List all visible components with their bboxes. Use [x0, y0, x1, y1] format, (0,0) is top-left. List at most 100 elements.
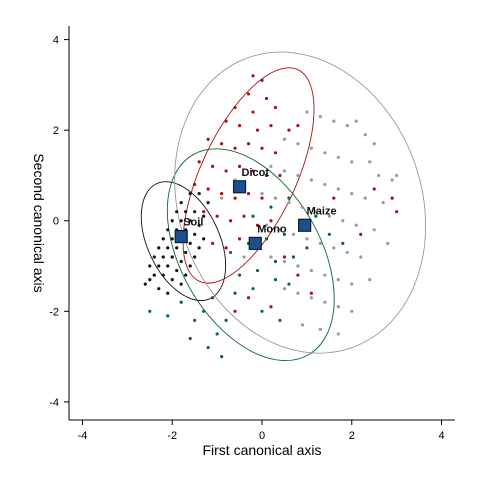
soil-point: [188, 241, 192, 245]
dicot-point: [282, 255, 287, 259]
maize-point: [300, 205, 304, 209]
dicot-point: [233, 146, 237, 150]
maize-point: [269, 255, 273, 259]
dicot-point: [260, 196, 264, 200]
soil-point: [143, 282, 147, 286]
mono-point: [206, 345, 210, 350]
mono-point: [188, 336, 192, 341]
mono-point: [193, 318, 197, 322]
dicot-point: [220, 191, 224, 196]
soil-point: [170, 219, 174, 223]
maize-point: [305, 237, 309, 241]
soil-point: [179, 259, 183, 264]
maize-point: [323, 300, 327, 304]
dicot-point: [251, 110, 255, 114]
mono-point: [202, 309, 206, 313]
dicot-point: [206, 137, 210, 141]
soil-point: [166, 246, 170, 250]
dicot-point: [332, 196, 336, 200]
maize-point: [381, 201, 385, 205]
maize-point: [264, 223, 269, 227]
soil-point: [175, 210, 179, 214]
mono-point: [314, 214, 318, 218]
dicot-point: [278, 173, 282, 178]
mono-point: [273, 278, 278, 282]
soil-point: [161, 255, 165, 259]
maize-point: [350, 282, 354, 286]
dicot-point: [269, 305, 273, 309]
dicot-point: [237, 124, 242, 128]
dicot-point: [211, 164, 215, 168]
maize-label: Maize: [307, 205, 337, 217]
maize-point: [309, 146, 313, 150]
maize-point: [309, 178, 313, 182]
dicot-point: [260, 146, 264, 150]
dicot-ellipse: [182, 67, 315, 284]
maize-point: [354, 119, 358, 123]
dicot-point: [264, 96, 269, 101]
dicot-point: [309, 291, 313, 295]
soil-point: [157, 264, 161, 268]
maize-point: [372, 142, 376, 146]
tick-marks: -4 -2 0 2 4 -4 -2 0 2 4: [49, 35, 444, 442]
mono-point: [211, 296, 215, 300]
x-axis-title: First canonical axis: [202, 442, 321, 458]
mono-point: [341, 241, 345, 245]
maize-point: [350, 160, 354, 164]
maize-point: [368, 160, 372, 164]
mono-point: [264, 237, 269, 241]
soil-point: [193, 210, 197, 214]
x-tick-label: 4: [438, 430, 444, 442]
mono-point: [278, 318, 282, 322]
x-tick-label: 0: [259, 430, 265, 442]
maize-point: [309, 296, 313, 300]
mono-point: [305, 246, 309, 250]
maize-point: [332, 119, 336, 123]
soil-point: [188, 264, 192, 268]
soil-point: [197, 191, 201, 196]
dicot-point: [224, 169, 228, 173]
dicot-point: [296, 273, 300, 277]
soil-point: [170, 237, 174, 241]
dicot-point: [202, 210, 206, 214]
mono-point: [215, 332, 219, 336]
maize-point: [345, 250, 349, 255]
dicot-point: [359, 232, 363, 236]
maize-point: [242, 255, 246, 259]
maize-point: [318, 327, 322, 332]
maize-point: [395, 173, 399, 178]
soil-point: [184, 250, 188, 255]
maize-point: [296, 173, 300, 178]
dicot-point: [228, 219, 233, 223]
soil-label: Soil: [183, 217, 203, 229]
soil-centroid-marker: [174, 229, 188, 244]
maize-point: [269, 164, 273, 168]
soil-point: [157, 246, 161, 250]
dicot-point: [246, 296, 251, 300]
maize-point: [336, 305, 340, 309]
soil-point: [166, 228, 170, 232]
dicot-point: [211, 241, 215, 245]
data-points: [143, 74, 399, 359]
soil-point: [148, 264, 152, 268]
maize-point: [282, 137, 287, 141]
soil-point: [179, 201, 183, 205]
dicot-point: [264, 173, 269, 178]
y-tick-label: -2: [49, 306, 59, 318]
soil-point: [161, 273, 165, 277]
maize-point: [282, 259, 287, 264]
dicot-point: [242, 214, 246, 218]
maize-point: [300, 323, 304, 327]
soil-point: [193, 255, 197, 259]
group-centroids: Soil Dicot Mono Maize: [174, 167, 337, 250]
y-axis-title: Second canonical axis: [31, 153, 47, 292]
mono-point: [166, 314, 170, 318]
dicot-point: [246, 191, 251, 196]
dicot-point: [237, 237, 242, 241]
dicot-point: [233, 105, 237, 110]
mono-centroid-marker: [248, 236, 262, 250]
soil-point: [206, 201, 210, 205]
soil-point: [179, 219, 183, 223]
maize-point: [350, 191, 354, 196]
